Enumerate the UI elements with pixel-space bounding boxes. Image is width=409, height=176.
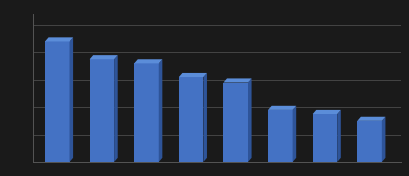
Polygon shape <box>357 117 385 121</box>
Polygon shape <box>223 78 252 83</box>
Polygon shape <box>337 110 341 162</box>
Bar <box>179 77 203 162</box>
Bar <box>313 114 337 162</box>
Polygon shape <box>114 55 118 162</box>
Bar <box>268 110 292 162</box>
Polygon shape <box>203 73 207 162</box>
Bar <box>357 121 382 162</box>
Polygon shape <box>292 106 296 162</box>
Polygon shape <box>268 106 296 110</box>
Polygon shape <box>179 73 207 77</box>
Polygon shape <box>134 59 162 63</box>
Bar <box>90 59 114 162</box>
Polygon shape <box>382 117 385 162</box>
Bar <box>134 63 159 162</box>
Bar <box>45 42 70 162</box>
Polygon shape <box>248 78 252 162</box>
Bar <box>223 83 248 162</box>
Polygon shape <box>90 55 118 59</box>
Polygon shape <box>159 59 162 162</box>
Polygon shape <box>313 110 341 114</box>
Polygon shape <box>45 37 73 42</box>
Polygon shape <box>70 37 73 162</box>
